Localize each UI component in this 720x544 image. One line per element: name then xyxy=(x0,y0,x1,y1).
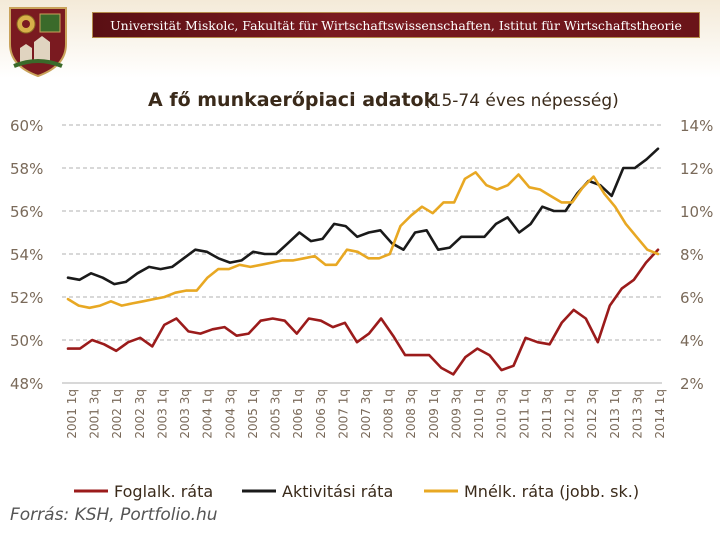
legend-label: Foglalk. ráta xyxy=(114,482,213,501)
x-tick-label: 2010 3q xyxy=(495,389,509,439)
left-tick-label: 50% xyxy=(10,332,43,350)
x-tick-label: 2006 3q xyxy=(314,389,328,439)
x-tick-label: 2004 1q xyxy=(201,389,215,439)
right-tick-label: 8% xyxy=(680,246,704,264)
x-tick-label: 2008 3q xyxy=(404,389,418,439)
legend-label: Aktivitási ráta xyxy=(282,482,393,501)
left-tick-label: 56% xyxy=(10,203,43,221)
x-tick-label: 2007 1q xyxy=(336,389,350,439)
x-tick-label: 2010 1q xyxy=(472,389,486,439)
x-tick-label: 2005 3q xyxy=(269,389,283,439)
x-tick-label: 2013 1q xyxy=(608,389,622,439)
x-tick-label: 2012 3q xyxy=(585,389,599,439)
university-crest-icon xyxy=(9,7,67,78)
left-tick-label: 52% xyxy=(10,289,43,307)
x-tick-label: 2011 3q xyxy=(540,389,554,439)
left-tick-label: 60% xyxy=(10,117,43,135)
right-tick-label: 14% xyxy=(680,117,713,135)
right-tick-label: 6% xyxy=(680,289,704,307)
right-tick-label: 2% xyxy=(680,375,704,393)
legend-label: Mnélk. ráta (jobb. sk.) xyxy=(464,482,639,501)
header-title: Universität Miskolc, Fakultät für Wirtsc… xyxy=(110,17,682,33)
series-line xyxy=(66,248,660,376)
x-tick-label: 2002 1q xyxy=(110,389,124,439)
chart-title: A fő munkaerőpiaci adatok xyxy=(148,89,437,111)
x-tick-label: 2003 3q xyxy=(178,389,192,439)
x-tick-label: 2013 3q xyxy=(630,389,644,439)
right-tick-label: 10% xyxy=(680,203,713,221)
x-tick-label: 2007 3q xyxy=(359,389,373,439)
x-tick-label: 2001 3q xyxy=(88,389,102,439)
x-tick-label: 2004 3q xyxy=(223,389,237,439)
left-tick-label: 54% xyxy=(10,246,43,264)
series-line xyxy=(66,147,660,286)
x-tick-label: 2003 1q xyxy=(155,389,169,439)
x-tick-label: 2012 1q xyxy=(563,389,577,439)
series-line xyxy=(66,171,660,310)
x-tick-label: 2005 1q xyxy=(246,389,260,439)
chart-container: 48% 50% 52% 54% 56% 58% 60% 2% 4% 6% 8% 10% 12% 14% 20… xyxy=(0,80,720,540)
source-note: Forrás: KSH, Portfolio.hu xyxy=(10,505,218,525)
x-tick-label: 2009 1q xyxy=(427,389,441,439)
left-tick-label: 58% xyxy=(10,160,43,178)
x-tick-label: 2001 1q xyxy=(65,389,79,439)
chart-subtitle: (15-74 éves népesség) xyxy=(424,91,619,111)
left-tick-label: 48% xyxy=(10,375,43,393)
header-bar: Universität Miskolc, Fakultät für Wirtsc… xyxy=(92,12,700,38)
right-tick-label: 4% xyxy=(680,332,704,350)
x-tick-label: 2008 1q xyxy=(382,389,396,439)
x-tick-label: 2002 3q xyxy=(133,389,147,439)
x-tick-label: 2009 3q xyxy=(449,389,463,439)
x-tick-label: 2006 1q xyxy=(291,389,305,439)
right-tick-label: 12% xyxy=(680,160,713,178)
labor-market-chart: 48% 50% 52% 54% 56% 58% 60% 2% 4% 6% 8% 10% 12% 14% 20… xyxy=(10,89,713,501)
x-tick-label: 2011 1q xyxy=(517,389,531,439)
slide-header: Universität Miskolc, Fakultät für Wirtsc… xyxy=(0,0,720,78)
x-tick-label: 2014 1q xyxy=(653,389,667,439)
